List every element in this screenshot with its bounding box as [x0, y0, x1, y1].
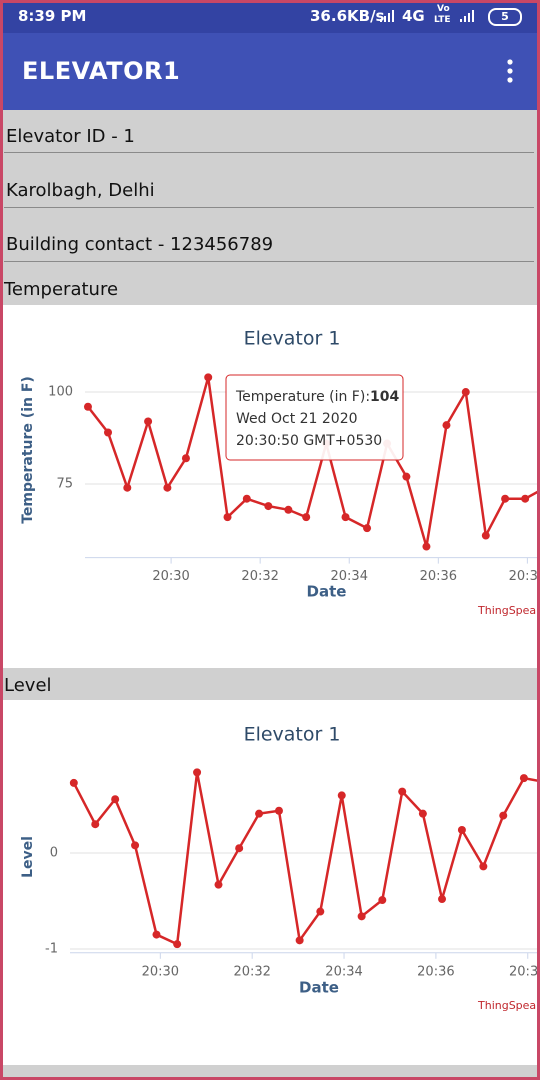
tooltip-date: Wed Oct 21 2020: [236, 411, 358, 427]
data-point: [316, 907, 325, 916]
data-point: [519, 774, 528, 783]
section-heading: Level: [4, 675, 52, 696]
data-point: [255, 809, 264, 818]
x-axis-title: Date: [307, 583, 347, 601]
signal-icon: [460, 10, 474, 22]
data-point: [144, 417, 153, 426]
data-point: [91, 820, 100, 829]
tooltip-box: [225, 374, 404, 461]
divider: [4, 261, 534, 262]
x-tick-label: 20:30: [142, 964, 179, 979]
data-point: [111, 795, 120, 804]
data-point: [422, 542, 431, 551]
data-point: [83, 402, 92, 411]
data-point: [398, 787, 407, 796]
signal-icon: [380, 10, 394, 22]
data-point: [481, 531, 490, 540]
data-point: [214, 880, 223, 889]
info-text: Building contact - 123456789: [6, 234, 274, 255]
divider: [4, 207, 534, 208]
data-point: [302, 513, 311, 522]
data-point: [204, 373, 213, 382]
data-point: [181, 454, 190, 463]
data-point: [163, 483, 172, 492]
x-tick-label: 20:34: [325, 964, 362, 979]
data-point: [521, 494, 530, 503]
volte: Vo: [437, 4, 450, 14]
data-point: [501, 494, 510, 503]
network-type: 4G: [402, 7, 425, 25]
data-point: [152, 930, 161, 939]
section-heading: Temperature: [4, 279, 119, 300]
chart: Elevator 1 -1 0 20:30 20:32 20:34 20:36 20:38 Da…: [20, 724, 540, 1012]
app-title: ELEVATOR1: [22, 57, 181, 85]
y-axis-title: Level: [20, 836, 36, 878]
data-point: [223, 513, 232, 522]
info-text: Karolbagh, Delhi: [6, 180, 155, 201]
status-bar: 8:39 PM 36.6KB/s 4G Vo LTE 5: [0, 0, 540, 33]
data-point: [442, 421, 451, 430]
x-axis-title: Date: [299, 979, 339, 997]
data-point: [193, 768, 202, 777]
credit: ThingSpeak.com: [477, 999, 540, 1012]
data-point: [235, 844, 244, 853]
tooltip-text: Temperature (in F):104: [235, 389, 400, 405]
data-point: [418, 809, 427, 818]
data-point: [173, 940, 182, 949]
y-axis-title: Temperature (in F): [20, 376, 36, 524]
info-text: Elevator ID - 1: [6, 126, 135, 147]
data-point: [337, 791, 346, 800]
data-point: [378, 896, 387, 905]
chart-panel: Elevator 1 -1 0 20:30 20:32 20:34 20:36 20:38 Da…: [0, 700, 540, 1065]
x-tick-label: 20:38: [509, 964, 540, 979]
credit: ThingSpeak.com: [477, 604, 540, 617]
chart-panel: Elevator 1 75 100 20:30 20:32 20:34 20:36 20:38…: [0, 305, 540, 668]
data-point: [479, 862, 488, 871]
data-point: [402, 472, 411, 481]
tooltip-time: 20:30:50 GMT+0530: [236, 433, 382, 449]
battery: 5: [488, 8, 522, 26]
data-point: [131, 841, 140, 850]
data-point: [295, 936, 304, 945]
data-point: [69, 778, 78, 787]
x-tick-label: 20:30: [152, 569, 189, 584]
net-speed: 36.6KB/s: [310, 7, 385, 25]
x-tick-label: 20:32: [233, 964, 270, 979]
x-tick-label: 20:36: [420, 569, 457, 584]
data-point: [104, 428, 113, 437]
data-point: [123, 483, 132, 492]
data-point: [438, 895, 447, 904]
data-line: [72, 772, 540, 947]
tooltip-label: Temperature (in F):: [235, 389, 370, 405]
x-tick-label: 20:36: [417, 964, 454, 979]
y-tick-label: -1: [45, 941, 58, 956]
x-tick-label: 20:38: [509, 569, 540, 584]
y-tick-label: 100: [48, 385, 73, 400]
data-point: [457, 825, 466, 834]
data-point: [284, 505, 293, 514]
divider: [4, 152, 534, 153]
y-tick-label: 75: [56, 477, 73, 492]
app-bar: ELEVATOR1: [0, 33, 540, 110]
clock: 8:39 PM: [18, 7, 87, 25]
tooltip-value: 104: [370, 389, 399, 405]
data-point: [461, 388, 470, 397]
chart-title: Elevator 1: [244, 328, 341, 350]
data-point: [341, 513, 350, 522]
data-point: [274, 806, 283, 815]
chart: Elevator 1 75 100 20:30 20:32 20:34 20:36 20:38…: [20, 328, 540, 617]
chart-title: Elevator 1: [244, 724, 341, 746]
data-point: [499, 811, 508, 820]
overflow-menu[interactable]: [500, 58, 520, 86]
data-point: [357, 912, 366, 921]
x-tick-label: 20:32: [241, 569, 278, 584]
data-point: [264, 502, 273, 511]
x-tick-label: 20:34: [331, 569, 368, 584]
data-point: [242, 494, 251, 503]
y-tick-label: 0: [50, 845, 58, 860]
data-line: [86, 376, 540, 547]
data-point: [363, 524, 372, 533]
volte: LTE: [434, 15, 451, 25]
